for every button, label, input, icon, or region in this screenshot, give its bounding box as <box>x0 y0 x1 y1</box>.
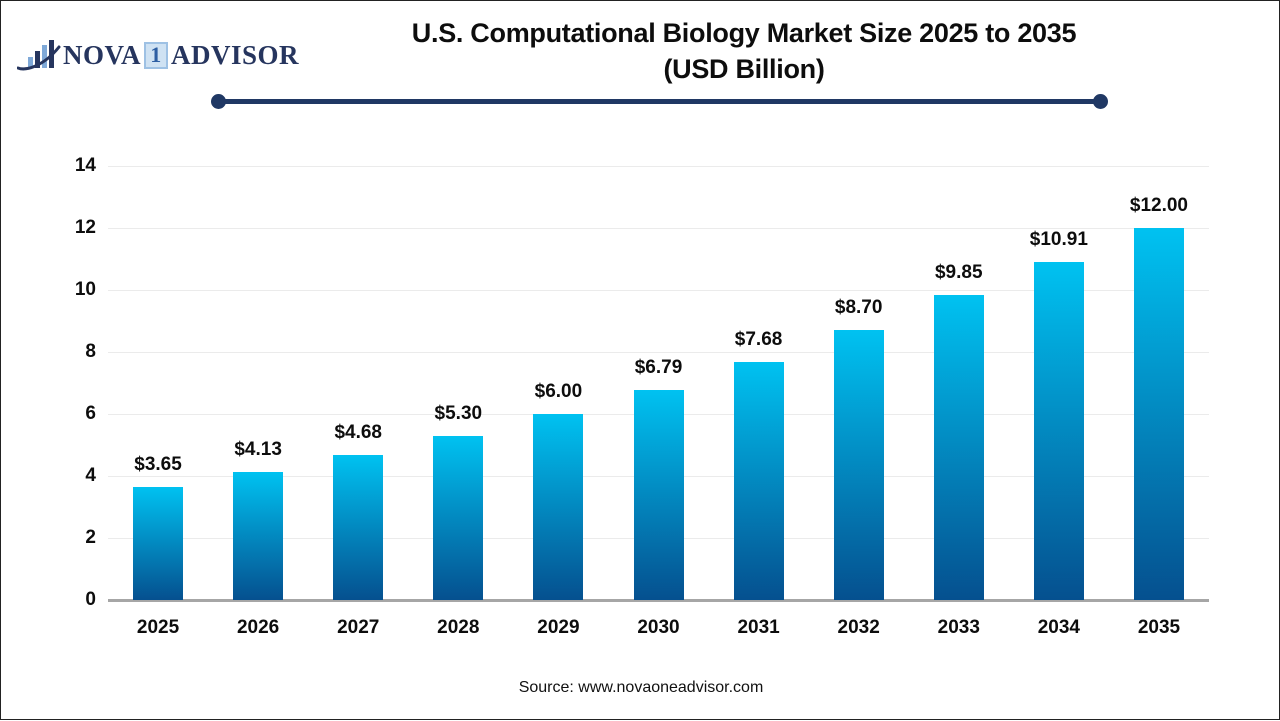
x-axis-label-2034: 2034 <box>1037 617 1080 638</box>
bar-chart-swoosh-icon <box>17 40 61 71</box>
bar-2026 <box>233 471 284 600</box>
gridline-y8 <box>108 352 1209 353</box>
chart-title-line1: U.S. Computational Biology Market Size 2… <box>411 18 1077 48</box>
x-axis-label-2027: 2027 <box>337 617 380 638</box>
nova-one-advisor-logo: NOVA 1 ADVISOR <box>17 34 299 76</box>
chart-title-line2: (USD Billion) <box>663 54 825 84</box>
x-axis-label-2025: 2025 <box>136 617 180 638</box>
bar-value-label-2033: $9.85 <box>934 261 983 283</box>
x-axis-label-2035: 2035 <box>1137 617 1181 638</box>
source-text: Source: www.novaoneadvisor.com <box>518 679 764 696</box>
gridline-y10 <box>108 290 1209 291</box>
y-axis-tick-6: 6 <box>85 403 96 424</box>
y-axis-tick-0: 0 <box>85 589 96 610</box>
bar-2030 <box>633 389 684 600</box>
x-axis-label-2029: 2029 <box>537 617 580 638</box>
title-divider-line <box>211 94 1108 109</box>
y-axis-tick-14: 14 <box>74 155 96 176</box>
y-axis-tick-10: 10 <box>74 279 96 300</box>
bar-2032 <box>833 330 884 600</box>
y-axis-tick-4: 4 <box>85 465 96 486</box>
gridline-y14 <box>108 166 1209 167</box>
logo-text: NOVA 1 ADVISOR <box>63 40 299 71</box>
bar-value-label-2025: $3.65 <box>134 453 182 475</box>
bar-2029 <box>533 414 584 600</box>
x-axis-line <box>108 599 1209 602</box>
bar-value-label-2032: $8.70 <box>834 297 883 319</box>
bar-value-label-2031: $7.68 <box>734 328 783 350</box>
divider-left-dot <box>211 94 226 109</box>
bar-value-label-2030: $6.79 <box>634 356 683 378</box>
bar-value-label-2027: $4.68 <box>334 421 382 443</box>
divider-right-dot <box>1093 94 1108 109</box>
logo-text-nova: NOVA <box>63 39 142 70</box>
bar-2025 <box>133 486 184 600</box>
y-axis-tick-8: 8 <box>85 341 96 362</box>
x-axis-label-2031: 2031 <box>737 617 780 638</box>
x-axis-label-2030: 2030 <box>637 617 680 638</box>
x-axis-label-2032: 2032 <box>837 617 880 638</box>
x-axis-label-2028: 2028 <box>437 617 480 638</box>
y-axis-tick-2: 2 <box>85 527 96 548</box>
bar-2028 <box>433 435 484 600</box>
bar-2027 <box>333 454 384 600</box>
y-axis-tick-12: 12 <box>74 217 96 238</box>
bar-2034 <box>1033 261 1084 600</box>
chart-title: U.S. Computational Biology Market Size 2… <box>207 15 1280 87</box>
bar-2033 <box>933 294 984 600</box>
bar-value-label-2034: $10.91 <box>1029 228 1088 250</box>
bar-value-label-2026: $4.13 <box>234 438 282 460</box>
x-axis-label-2033: 2033 <box>937 617 980 638</box>
bar-value-label-2035: $12.00 <box>1129 195 1189 216</box>
bar-2031 <box>733 361 784 600</box>
logo-one-badge: 1 <box>144 41 169 69</box>
bar-value-label-2028: $5.30 <box>434 402 483 424</box>
bar-2035 <box>1133 228 1184 600</box>
gridline-y12 <box>108 228 1209 229</box>
bar-value-label-2029: $6.00 <box>534 381 583 402</box>
x-axis-label-2026: 2026 <box>236 617 280 638</box>
logo-text-advisor: ADVISOR <box>171 39 300 70</box>
